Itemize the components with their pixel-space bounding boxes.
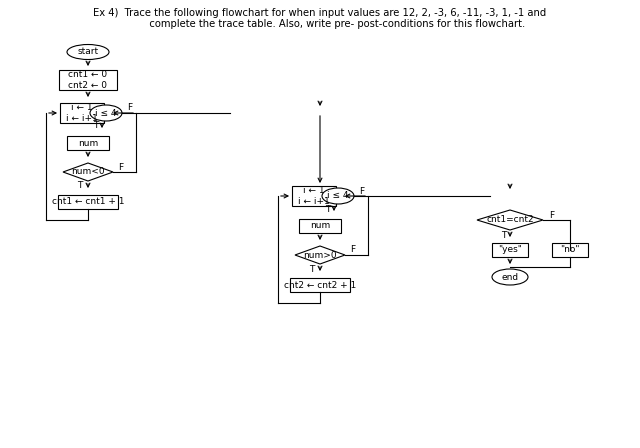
Ellipse shape [67,44,109,60]
Bar [492,243,528,257]
Text: T: T [501,231,507,240]
Bar [299,219,341,233]
Text: cnt1 ← 0
cnt2 ← 0: cnt1 ← 0 cnt2 ← 0 [68,70,108,90]
Bar [290,278,350,292]
Polygon shape [295,246,345,264]
Text: i ≤ 4: i ≤ 4 [95,108,116,117]
Bar [292,186,336,206]
Text: start: start [77,47,99,56]
Text: T: T [93,121,99,130]
Text: F: F [127,103,132,112]
Bar [67,136,109,150]
Text: F: F [549,211,555,220]
Text: F: F [118,163,124,172]
Text: num: num [78,138,98,147]
Text: cnt1=cnt2: cnt1=cnt2 [486,215,534,224]
Text: "yes": "yes" [498,246,522,254]
Ellipse shape [322,188,354,204]
Polygon shape [63,163,113,181]
Bar [60,103,104,123]
Text: i ≤ 4: i ≤ 4 [327,191,349,201]
Text: i ← 1
i ← i+1: i ← 1 i ← i+1 [298,186,330,206]
Bar [58,195,118,209]
Ellipse shape [492,269,528,285]
Text: end: end [501,272,518,281]
Text: cnt2 ← cnt2 + 1: cnt2 ← cnt2 + 1 [284,280,356,289]
Text: complete the trace table. Also, write pre- post-conditions for this flowchart.: complete the trace table. Also, write pr… [115,19,525,29]
Text: Ex 4)  Trace the following flowchart for when input values are 12, 2, -3, 6, -11: Ex 4) Trace the following flowchart for … [93,8,547,18]
Polygon shape [477,210,543,230]
Text: T: T [325,204,331,214]
Bar [552,243,588,257]
Text: num<0: num<0 [71,168,105,177]
Text: F: F [360,186,365,195]
Text: num: num [310,221,330,231]
Text: T: T [309,264,315,273]
Text: num>0: num>0 [303,250,337,259]
Text: "no": "no" [560,246,580,254]
Text: F: F [351,246,356,254]
Bar [59,70,117,90]
Ellipse shape [90,105,122,121]
Text: cnt1 ← cnt1 + 1: cnt1 ← cnt1 + 1 [52,198,124,207]
Text: i ← 1
i ← i+1: i ← 1 i ← i+1 [66,103,98,123]
Text: T: T [77,181,83,190]
